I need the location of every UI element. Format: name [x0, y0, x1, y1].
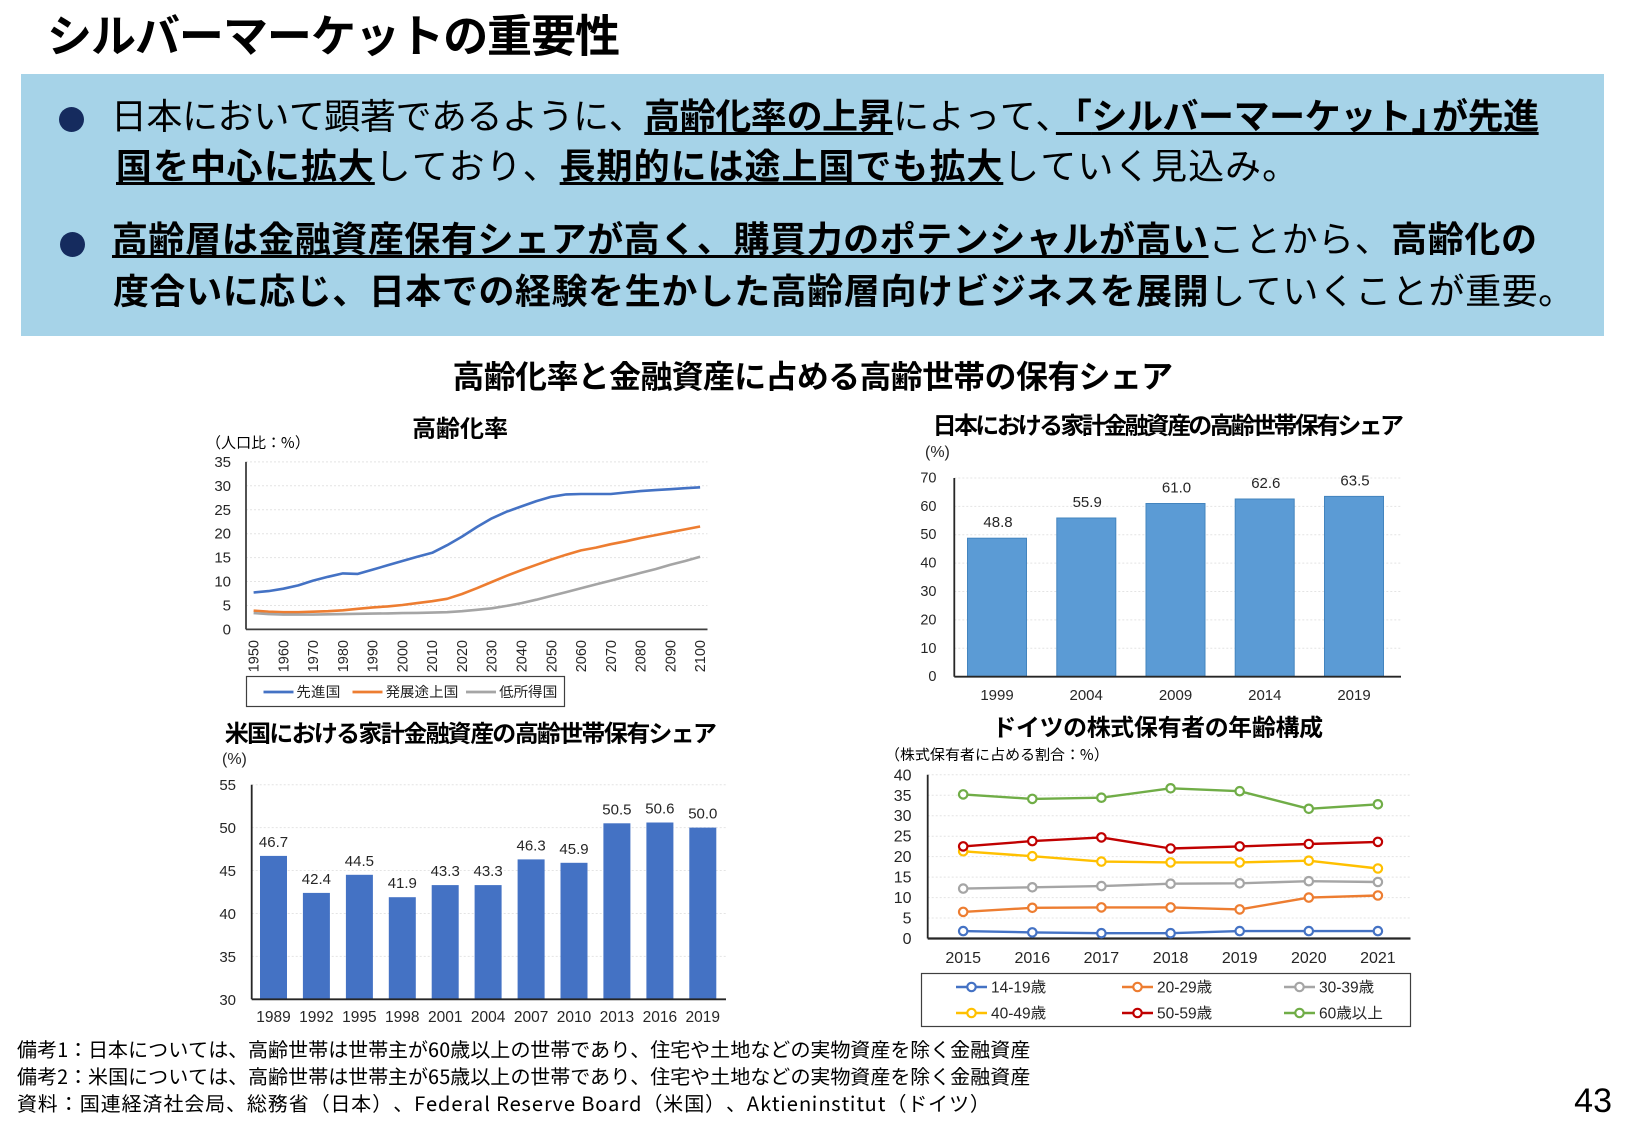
- svg-text:1970: 1970: [306, 640, 322, 672]
- svg-text:2021: 2021: [1360, 950, 1396, 967]
- svg-text:20: 20: [920, 612, 936, 628]
- svg-text:2004: 2004: [471, 1009, 506, 1026]
- svg-text:2050: 2050: [544, 640, 560, 672]
- svg-text:50.0: 50.0: [688, 806, 717, 823]
- svg-text:63.5: 63.5: [1340, 472, 1369, 489]
- svg-text:35: 35: [214, 454, 231, 471]
- svg-text:40: 40: [920, 556, 936, 572]
- svg-text:2070: 2070: [604, 640, 620, 672]
- svg-text:20: 20: [894, 849, 912, 866]
- svg-text:25: 25: [894, 829, 912, 846]
- svg-text:2020: 2020: [1291, 950, 1327, 967]
- svg-text:0: 0: [928, 669, 936, 685]
- svg-text:50.5: 50.5: [602, 801, 631, 818]
- svg-text:2100: 2100: [693, 640, 709, 672]
- svg-text:2007: 2007: [514, 1009, 548, 1026]
- svg-text:2014: 2014: [1248, 687, 1281, 704]
- svg-text:55: 55: [219, 777, 236, 794]
- svg-text:1999: 1999: [980, 687, 1013, 704]
- svg-text:1990: 1990: [366, 640, 382, 672]
- svg-text:2001: 2001: [428, 1009, 462, 1026]
- svg-text:40: 40: [219, 906, 236, 923]
- svg-text:10: 10: [920, 641, 936, 657]
- svg-text:(%): (%): [222, 751, 247, 768]
- svg-text:30: 30: [214, 478, 231, 495]
- svg-text:2016: 2016: [1015, 950, 1051, 967]
- svg-text:10: 10: [894, 890, 912, 907]
- svg-text:35: 35: [219, 949, 236, 966]
- svg-text:20-29歳: 20-29歳: [1157, 980, 1212, 997]
- svg-text:60歳以上: 60歳以上: [1319, 1006, 1383, 1023]
- svg-text:5: 5: [903, 911, 912, 928]
- svg-text:45.9: 45.9: [559, 841, 588, 858]
- svg-text:2017: 2017: [1084, 950, 1120, 967]
- svg-text:41.9: 41.9: [388, 875, 417, 892]
- svg-text:0: 0: [903, 931, 912, 948]
- svg-text:48.8: 48.8: [983, 514, 1012, 531]
- svg-text:10: 10: [214, 574, 231, 591]
- svg-text:2090: 2090: [663, 640, 679, 672]
- svg-text:(%): (%): [925, 444, 950, 461]
- svg-text:低所得国: 低所得国: [498, 684, 557, 701]
- svg-text:2020: 2020: [455, 640, 471, 672]
- svg-text:40-49歳: 40-49歳: [991, 1006, 1046, 1023]
- svg-text:50.6: 50.6: [645, 801, 674, 818]
- svg-text:61.0: 61.0: [1162, 480, 1191, 497]
- svg-text:30: 30: [219, 992, 236, 1009]
- svg-text:14-19歳: 14-19歳: [991, 980, 1046, 997]
- svg-text:先進国: 先進国: [297, 684, 341, 701]
- svg-text:50-59歳: 50-59歳: [1157, 1006, 1212, 1023]
- svg-text:2010: 2010: [557, 1009, 592, 1026]
- svg-text:46.3: 46.3: [516, 837, 545, 854]
- svg-text:2019: 2019: [1337, 687, 1370, 704]
- svg-text:1980: 1980: [336, 640, 352, 672]
- svg-text:5: 5: [223, 598, 231, 615]
- svg-text:15: 15: [894, 870, 912, 887]
- svg-text:2016: 2016: [643, 1009, 677, 1026]
- svg-text:2030: 2030: [485, 640, 501, 672]
- svg-text:2019: 2019: [686, 1009, 720, 1026]
- svg-text:2004: 2004: [1070, 687, 1103, 704]
- svg-text:46.7: 46.7: [259, 834, 288, 851]
- svg-text:45: 45: [219, 863, 236, 880]
- svg-text:1995: 1995: [342, 1009, 376, 1026]
- svg-text:1989: 1989: [256, 1009, 290, 1026]
- svg-text:43.3: 43.3: [431, 863, 460, 880]
- svg-text:発展途上国: 発展途上国: [386, 684, 459, 701]
- svg-text:2015: 2015: [945, 950, 981, 967]
- svg-text:1998: 1998: [385, 1009, 419, 1026]
- svg-text:55.9: 55.9: [1073, 494, 1102, 511]
- svg-text:70: 70: [920, 471, 936, 487]
- svg-text:2000: 2000: [395, 640, 411, 672]
- svg-text:42.4: 42.4: [302, 871, 331, 888]
- svg-text:2080: 2080: [634, 640, 650, 672]
- svg-text:2019: 2019: [1222, 950, 1258, 967]
- svg-text:1992: 1992: [299, 1009, 333, 1026]
- svg-text:2010: 2010: [425, 640, 441, 672]
- svg-text:30: 30: [894, 808, 912, 825]
- svg-text:2013: 2013: [600, 1009, 634, 1026]
- svg-text:50: 50: [219, 820, 236, 837]
- svg-text:2009: 2009: [1159, 687, 1192, 704]
- svg-text:25: 25: [214, 502, 231, 519]
- svg-text:20: 20: [214, 526, 231, 543]
- svg-text:0: 0: [223, 621, 231, 638]
- svg-text:2060: 2060: [574, 640, 590, 672]
- svg-text:35: 35: [894, 788, 912, 805]
- svg-text:40: 40: [894, 767, 912, 784]
- svg-text:43.3: 43.3: [473, 863, 502, 880]
- svg-text:1950: 1950: [247, 640, 263, 672]
- svg-text:62.6: 62.6: [1251, 475, 1280, 492]
- svg-text:2018: 2018: [1153, 950, 1189, 967]
- svg-text:30: 30: [920, 584, 936, 600]
- svg-text:50: 50: [920, 527, 936, 543]
- svg-text:30-39歳: 30-39歳: [1319, 980, 1374, 997]
- svg-text:60: 60: [920, 499, 936, 515]
- svg-text:15: 15: [214, 550, 231, 567]
- svg-text:1960: 1960: [276, 640, 292, 672]
- svg-text:44.5: 44.5: [345, 853, 374, 870]
- svg-text:2040: 2040: [515, 640, 531, 672]
